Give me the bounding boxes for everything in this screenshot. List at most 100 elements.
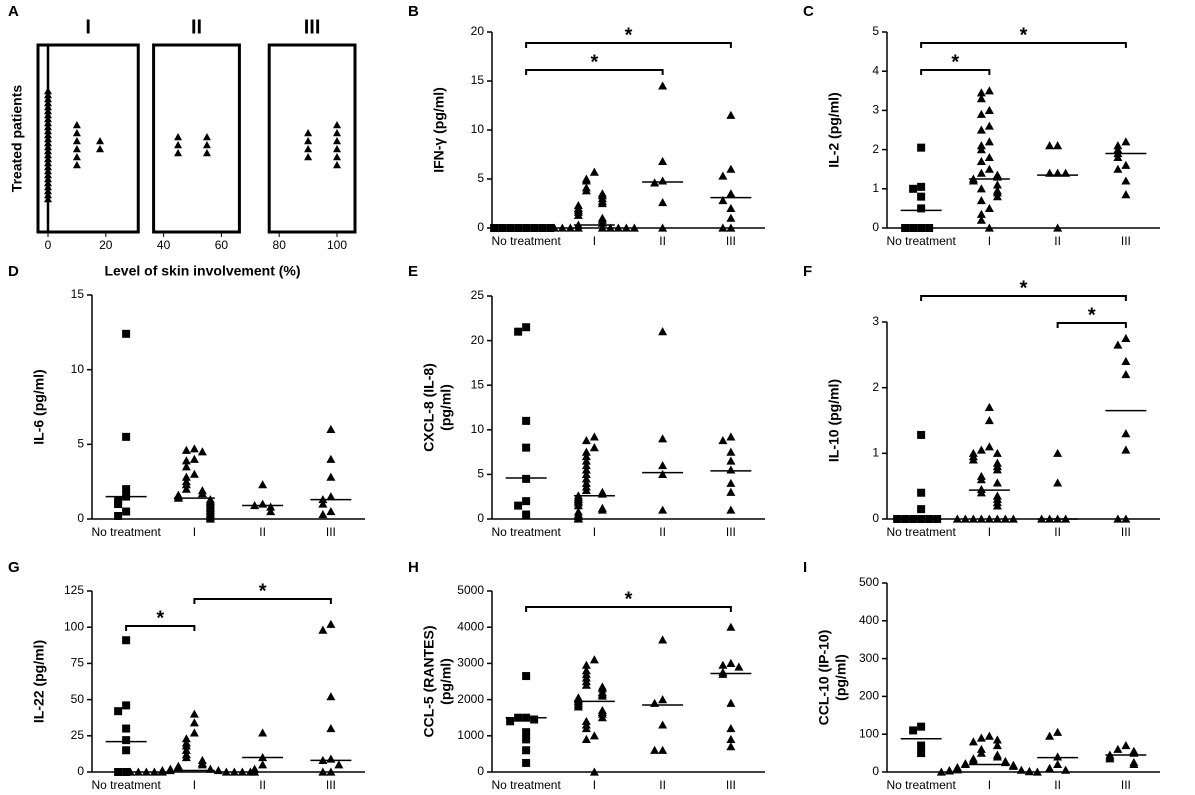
triangle-point [326, 692, 336, 701]
triangle-point [581, 469, 591, 478]
triangle-point [658, 695, 668, 704]
square-point [917, 204, 926, 213]
significance-star: * [1020, 24, 1028, 46]
triangle-point [1113, 152, 1123, 162]
patient-point [174, 141, 183, 149]
y-tick-label: 0 [477, 511, 484, 525]
triangle-point [658, 720, 668, 729]
y-axis-label: IL-22 (pg/ml) [31, 640, 47, 723]
triangle-point [726, 432, 736, 441]
x-tick-label: 20 [99, 238, 113, 252]
triangle-point [157, 767, 167, 776]
patient-point [44, 99, 52, 107]
y-axis-label: CCL-10 (IP-10) [816, 630, 832, 726]
square-point [522, 323, 531, 332]
triangle-point [1045, 731, 1055, 740]
triangle-point [258, 480, 268, 489]
square-point [490, 224, 499, 232]
triangle-point [658, 81, 668, 90]
patient-point [44, 131, 52, 139]
triangle-point [726, 203, 736, 212]
triangle-point [197, 760, 207, 769]
triangle-point [581, 724, 591, 733]
triangle-point [1121, 176, 1131, 185]
patient-point [304, 137, 313, 145]
triangle-point [726, 456, 736, 465]
triangle-point [726, 487, 736, 496]
triangle-point [992, 735, 1002, 744]
triangle-point [318, 499, 328, 508]
panel-letter: C [803, 3, 814, 20]
triangle-point [573, 501, 583, 510]
triangle-point [952, 514, 962, 523]
triangle-point [658, 460, 668, 470]
triangle-point [334, 760, 344, 769]
triangle-point [960, 759, 970, 769]
triangle-point [1053, 141, 1063, 150]
triangle-point [1045, 763, 1055, 772]
x-tick-label: No treatment [886, 234, 956, 248]
triangle-point [1000, 514, 1010, 523]
triangle-point [229, 767, 239, 776]
triangle-point [189, 454, 199, 463]
triangle-point [597, 713, 607, 722]
triangle-point [581, 474, 591, 483]
triangle-point [589, 731, 599, 740]
x-tick-label: I [593, 525, 596, 539]
triangle-point [976, 145, 986, 154]
triangle-point [984, 164, 994, 173]
triangle-point [1121, 333, 1131, 343]
triangle-point [1121, 137, 1131, 146]
triangle-point [573, 223, 583, 232]
triangle-point [1121, 356, 1131, 365]
triangle-point [992, 752, 1002, 761]
y-axis-label: Treated patients [9, 85, 25, 193]
patient-point [174, 149, 183, 157]
patient-point [44, 135, 52, 143]
triangle-point [718, 436, 728, 445]
y-axis-label: (pg/ml) [438, 384, 454, 431]
triangle-point [581, 465, 591, 474]
triangle-point [968, 176, 978, 185]
triangle-point [658, 505, 668, 514]
triangle-point [197, 489, 207, 498]
triangle-point [181, 734, 191, 743]
square-point [546, 224, 555, 232]
triangle-point [976, 488, 986, 497]
triangle-point [1016, 765, 1026, 774]
patient-point [44, 187, 52, 195]
group-box [267, 43, 357, 234]
x-tick-label: II [259, 525, 266, 539]
patient-point [72, 145, 81, 153]
x-tick-label: III [726, 234, 736, 248]
triangle-point [658, 198, 668, 207]
triangle-point [726, 189, 736, 198]
triangle-point [1113, 340, 1123, 349]
triangle-point [726, 223, 736, 232]
triangle-point [581, 660, 591, 669]
significance-star: * [951, 51, 959, 73]
triangle-point [960, 514, 970, 523]
y-tick-label: 15 [471, 377, 485, 391]
triangle-point [565, 223, 575, 232]
triangle-point [1008, 514, 1018, 523]
triangle-point [613, 223, 623, 232]
patient-point [44, 191, 52, 199]
triangle-point [944, 766, 954, 775]
x-tick-label: I [193, 525, 196, 539]
y-axis-label: CCL-5 (RANTES) [421, 626, 437, 738]
triangle-point [1053, 759, 1063, 769]
square-point [122, 432, 131, 441]
triangle-point [1008, 761, 1018, 770]
square-point [522, 735, 531, 744]
y-tick-label: 20 [471, 333, 485, 347]
significance-bracket [125, 625, 196, 631]
triangle-point [326, 619, 336, 628]
patient-point [333, 129, 341, 137]
patient-point [333, 161, 341, 169]
patient-point [72, 153, 81, 161]
square-point [901, 224, 910, 232]
x-tick-label: 40 [157, 238, 171, 252]
panel-letter: G [8, 559, 20, 576]
triangle-point [581, 447, 591, 456]
